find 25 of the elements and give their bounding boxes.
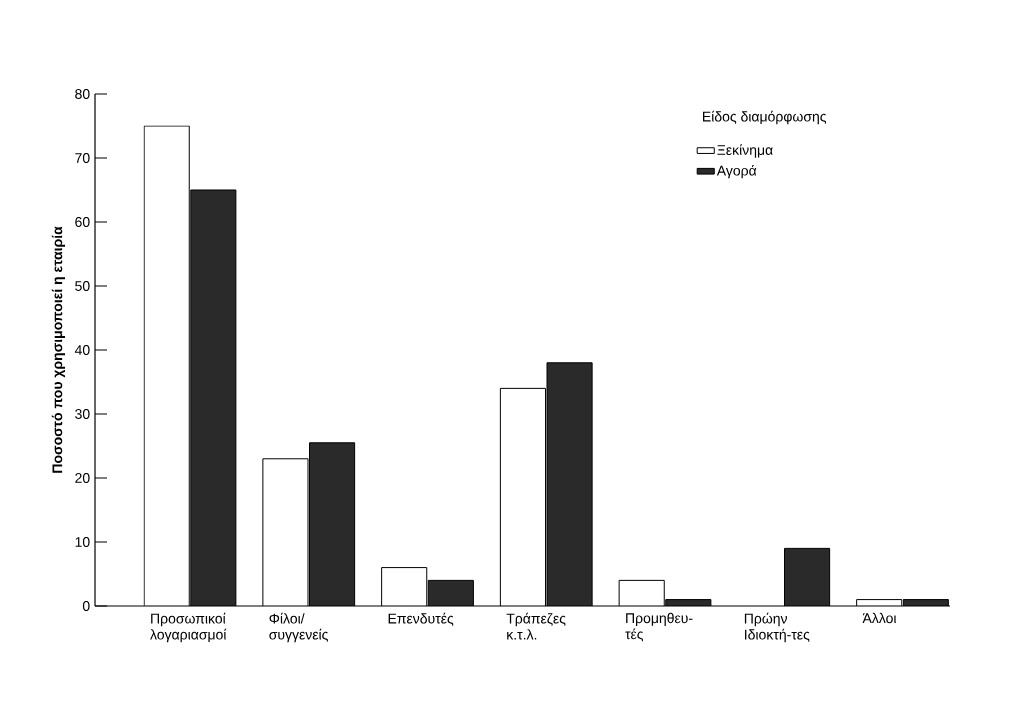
y-tick-label: 10 xyxy=(75,537,90,547)
y-tick-label: 60 xyxy=(75,217,90,227)
y-tick-label: 70 xyxy=(75,153,90,163)
bar xyxy=(547,362,593,606)
legend-label: Αγορά xyxy=(716,164,757,179)
x-tick-label: Πρώην Ιδιοκτή-τες xyxy=(744,612,810,643)
y-tick-label: 30 xyxy=(75,409,90,419)
bar xyxy=(309,442,355,606)
y-tick-label: 0 xyxy=(82,601,90,611)
y-tick-label: 50 xyxy=(75,281,90,291)
y-tick-label: 20 xyxy=(75,473,90,483)
x-tick-label: Τράπεζες κ.τ.λ. xyxy=(506,612,566,640)
x-tick-label: Φίλοι/ συγγενείς xyxy=(269,612,328,643)
x-tick-label: Άλλοι xyxy=(862,612,897,624)
legend-label: Ξεκίνημα xyxy=(717,144,773,158)
y-tick-label: 40 xyxy=(74,345,90,355)
legend-title: Είδος διαμόρφωσης xyxy=(703,110,827,125)
y-tick-label: 80 xyxy=(75,89,90,99)
bar xyxy=(190,189,236,606)
x-tick-label: Προμηθευ-τές xyxy=(625,612,693,642)
y-axis-title: Ποσοστό που χρησιμοποιεί η εταιρία xyxy=(51,226,66,473)
x-tick-label: Επενδυτές xyxy=(388,612,454,626)
bar xyxy=(428,580,474,606)
bar xyxy=(784,548,830,606)
x-tick-label: Προσωπικοί λογαριασμοί xyxy=(150,612,227,643)
